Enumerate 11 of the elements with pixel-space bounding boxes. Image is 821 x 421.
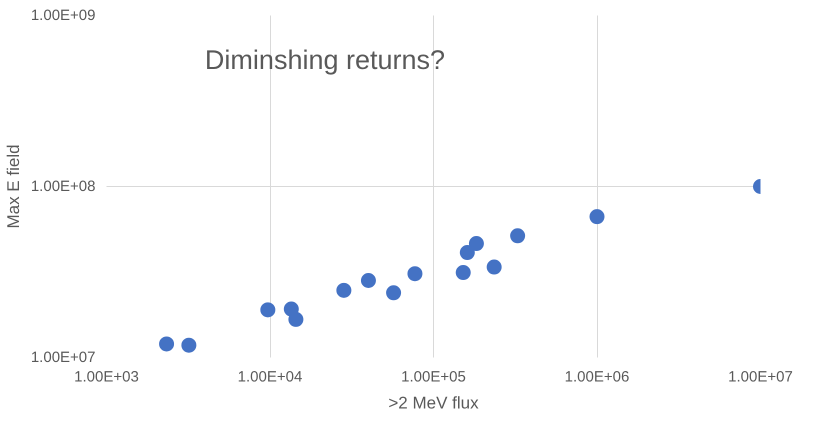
y-tick-label: 1.00E+08 xyxy=(30,178,96,195)
x-tick-label: 1.00E+06 xyxy=(564,368,630,386)
text: Diminshing returns? xyxy=(204,44,446,75)
y-tick-label: 1.00E+07 xyxy=(30,349,96,366)
x-tick-label: 1.00E+07 xyxy=(728,368,793,386)
y-tick-label: 1.00E+09 xyxy=(30,7,96,24)
x-axis-title: >2 MeV flux xyxy=(388,394,480,412)
x-tick-label: 1.00E+03 xyxy=(74,368,139,386)
y-axis-title: Max E field xyxy=(4,144,23,229)
x-tick-label: 1.00E+05 xyxy=(401,368,466,386)
x-tick-label: 1.00E+04 xyxy=(238,368,302,386)
